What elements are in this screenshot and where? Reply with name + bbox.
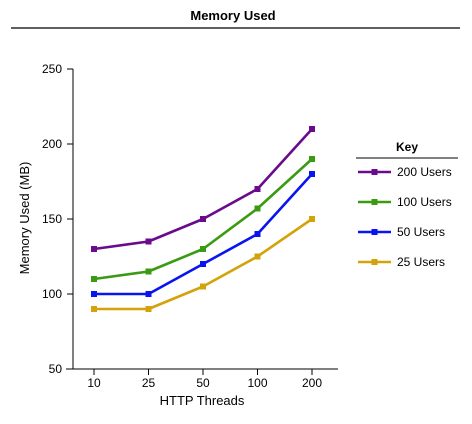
y-axis-title: Memory Used (MB) <box>17 162 32 275</box>
series-line <box>94 173 313 296</box>
series-0 <box>91 126 315 252</box>
data-point <box>91 291 97 297</box>
data-point <box>145 238 152 245</box>
y-tick-label: 250 <box>42 62 62 76</box>
data-point <box>309 156 315 162</box>
x-tick-label: 25 <box>142 376 156 390</box>
chart-title: Memory Used <box>190 8 275 23</box>
series-1 <box>91 156 315 282</box>
data-point <box>91 276 97 282</box>
x-tick-label: 10 <box>87 376 101 390</box>
x-tick-label: 50 <box>196 376 210 390</box>
legend-swatch-marker <box>371 169 378 175</box>
data-point <box>309 171 315 177</box>
x-tick-label: 100 <box>247 376 267 390</box>
legend-title: Key <box>396 140 418 154</box>
data-point <box>309 216 315 222</box>
legend-label: 100 Users <box>397 195 452 209</box>
data-point <box>145 268 152 275</box>
data-point <box>309 126 315 132</box>
legend-label: 25 Users <box>397 255 445 269</box>
y-tick-label: 50 <box>49 362 63 376</box>
data-point <box>200 246 206 252</box>
series-3 <box>91 216 315 312</box>
legend-label: 50 Users <box>397 225 445 239</box>
legend: Key 200 Users 100 Users 50 Users 25 Users <box>356 140 458 269</box>
data-point <box>145 291 152 297</box>
data-point <box>145 306 152 312</box>
legend-swatch-marker <box>371 259 378 265</box>
data-point <box>254 205 261 212</box>
data-point <box>91 246 97 252</box>
series-2 <box>91 171 315 297</box>
data-point <box>200 261 206 267</box>
data-point <box>200 216 206 222</box>
y-tick-label: 200 <box>42 137 62 151</box>
legend-label: 200 Users <box>397 165 452 179</box>
legend-swatch-marker <box>371 199 378 205</box>
data-point <box>254 186 261 192</box>
legend-swatch-marker <box>371 229 378 235</box>
data-point <box>254 231 261 237</box>
y-tick-label: 150 <box>42 212 62 226</box>
data-point <box>254 253 261 260</box>
data-point <box>91 306 97 312</box>
y-tick-label: 100 <box>42 287 62 301</box>
series-layer <box>91 126 315 312</box>
x-tick-label: 200 <box>302 376 322 390</box>
axes: 50 100 150 200 250 10 25 50 100 200 <box>42 62 338 390</box>
x-axis-title: HTTP Threads <box>160 393 245 408</box>
data-point <box>200 283 206 290</box>
